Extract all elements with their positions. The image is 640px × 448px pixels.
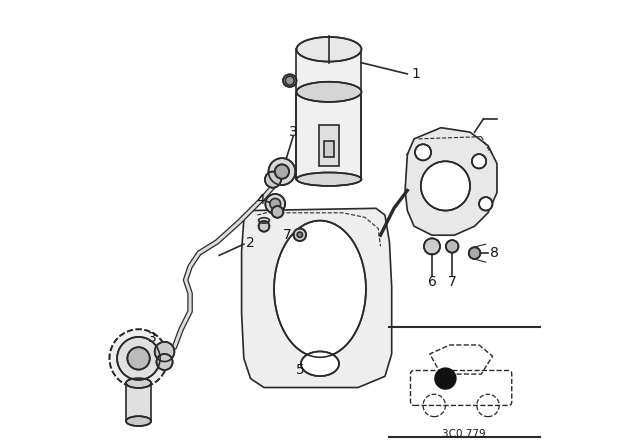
Circle shape [117,337,160,380]
Circle shape [157,354,173,370]
Circle shape [285,76,294,85]
Circle shape [421,161,470,211]
Circle shape [109,329,168,388]
Circle shape [424,238,440,254]
FancyBboxPatch shape [324,141,334,157]
Circle shape [266,194,285,214]
FancyBboxPatch shape [296,49,362,179]
Text: 7: 7 [448,275,456,289]
Circle shape [446,240,458,253]
Text: 5: 5 [296,362,304,377]
Ellipse shape [296,82,362,102]
Circle shape [275,164,289,179]
Text: 3: 3 [148,331,156,345]
Circle shape [297,232,303,237]
Circle shape [479,197,493,211]
Ellipse shape [126,416,151,426]
Circle shape [472,154,486,168]
Ellipse shape [274,221,366,358]
Text: 8: 8 [490,246,499,260]
FancyBboxPatch shape [410,370,512,405]
Text: 3: 3 [289,125,298,139]
Circle shape [259,221,269,232]
FancyBboxPatch shape [126,383,151,421]
Text: 4: 4 [257,193,265,207]
Circle shape [270,198,280,209]
Circle shape [265,172,281,188]
Circle shape [127,347,150,370]
Circle shape [271,206,284,218]
Text: 2: 2 [246,236,255,250]
Ellipse shape [296,172,362,186]
Polygon shape [242,208,392,388]
FancyBboxPatch shape [319,125,339,166]
Ellipse shape [126,378,151,388]
Text: 3C0 779: 3C0 779 [442,429,485,439]
Circle shape [269,158,296,185]
Polygon shape [405,128,497,235]
Circle shape [468,247,481,259]
Text: 6: 6 [428,275,436,289]
Circle shape [155,342,174,362]
Ellipse shape [301,351,339,376]
Ellipse shape [283,74,296,87]
Circle shape [415,144,431,160]
Circle shape [434,367,456,390]
Circle shape [294,228,306,241]
Text: 7: 7 [284,228,292,242]
Text: 1: 1 [412,67,420,81]
Ellipse shape [296,37,362,62]
